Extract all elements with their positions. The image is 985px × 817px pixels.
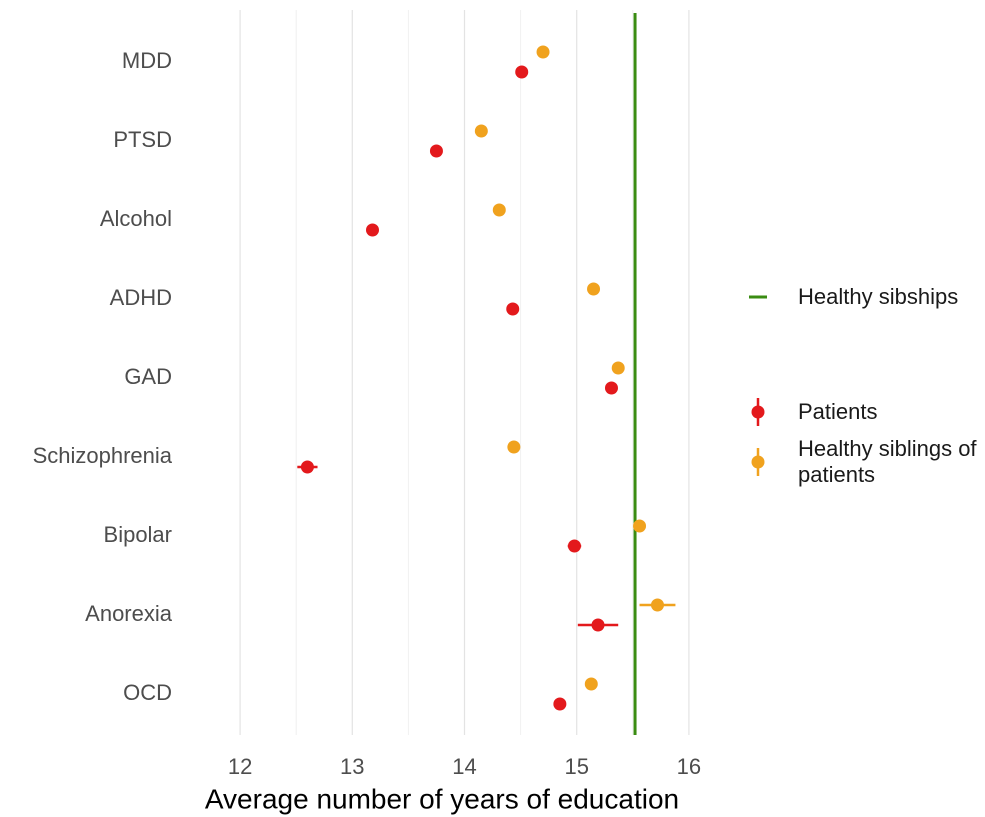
dot bbox=[567, 539, 581, 553]
dot bbox=[300, 460, 314, 474]
y-tick-label: PTSD bbox=[113, 127, 172, 152]
x-tick-label: 14 bbox=[452, 754, 476, 779]
x-tick-label: 16 bbox=[677, 754, 701, 779]
dot bbox=[536, 45, 550, 59]
dot bbox=[604, 381, 618, 395]
legend-label: Healthy siblings of patients bbox=[798, 436, 977, 487]
dot bbox=[587, 282, 601, 296]
dot bbox=[474, 124, 488, 138]
x-tick-label: 12 bbox=[228, 754, 252, 779]
dot bbox=[506, 302, 520, 316]
dot bbox=[611, 361, 625, 375]
dot bbox=[633, 519, 647, 533]
x-axis-label: Average number of years of education bbox=[205, 783, 679, 814]
y-tick-label: MDD bbox=[122, 48, 172, 73]
y-tick-label: Anorexia bbox=[85, 601, 173, 626]
legend-label: Healthy sibships bbox=[798, 284, 959, 309]
dot bbox=[584, 677, 598, 691]
y-tick-label: GAD bbox=[124, 364, 172, 389]
dot bbox=[591, 618, 605, 632]
dot bbox=[650, 598, 664, 612]
x-tick-label: 13 bbox=[340, 754, 364, 779]
y-tick-label: OCD bbox=[123, 680, 172, 705]
legend-key bbox=[751, 455, 765, 469]
legend-label: Patients bbox=[798, 399, 878, 424]
y-tick-label: ADHD bbox=[110, 285, 172, 310]
y-tick-label: Schizophrenia bbox=[33, 443, 173, 468]
dot bbox=[429, 144, 443, 158]
dot bbox=[553, 697, 567, 711]
legend-key bbox=[751, 405, 765, 419]
dot bbox=[515, 65, 529, 79]
dot bbox=[492, 203, 506, 217]
dot bbox=[507, 440, 521, 454]
y-tick-label: Alcohol bbox=[100, 206, 172, 231]
x-tick-label: 15 bbox=[564, 754, 588, 779]
y-tick-label: Bipolar bbox=[104, 522, 172, 547]
dot bbox=[365, 223, 379, 237]
